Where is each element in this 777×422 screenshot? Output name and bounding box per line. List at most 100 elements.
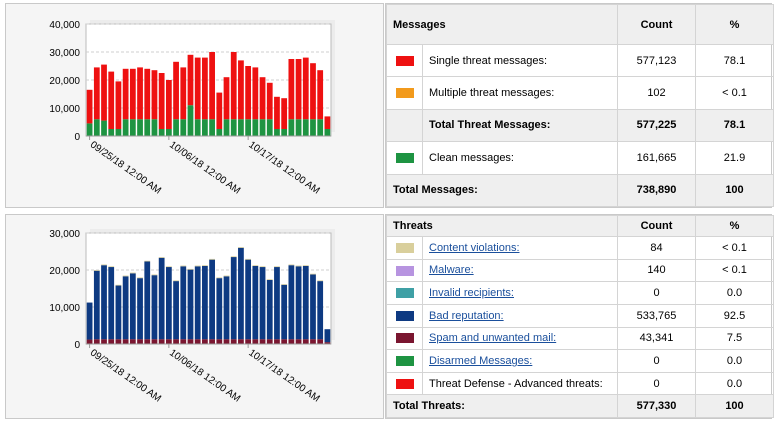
- row-percent: 0.0: [695, 349, 774, 373]
- total-threats-row: Total Threats: 577,330 100: [386, 394, 774, 418]
- bar-segment: [129, 273, 136, 340]
- x-tick-label: 10/06/18 12:00 AM: [167, 139, 242, 196]
- bar-segment: [158, 339, 165, 344]
- bar-segment: [180, 119, 187, 136]
- row-count: 0: [617, 371, 696, 396]
- bar-segment: [245, 339, 252, 344]
- bar-segment: [173, 61, 179, 120]
- table-row: Bad reputation: 533,765 92.5: [386, 303, 774, 328]
- bar-segment: [122, 339, 129, 344]
- bar-segment: [274, 266, 280, 268]
- bar-segment: [317, 280, 324, 282]
- y-tick-label: 20,000: [49, 76, 80, 87]
- invalid-recipients-link[interactable]: Invalid recipients:: [429, 287, 514, 300]
- bar-segment: [144, 68, 151, 120]
- bar-segment: [194, 57, 201, 120]
- bar-segment: [144, 260, 151, 262]
- bar-segment: [230, 119, 237, 136]
- bar-segment: [151, 70, 158, 120]
- bar-segment: [93, 67, 100, 120]
- bar-segment: [101, 264, 107, 266]
- row-label: Total Threats:: [386, 394, 618, 418]
- bar-segment: [288, 264, 295, 266]
- bar-segment: [122, 276, 129, 340]
- table-row: Multiple threat messages: 102 < 0.1: [386, 76, 774, 110]
- bar-segment: [310, 273, 316, 275]
- spam-link[interactable]: Spam and unwanted mail:: [429, 332, 557, 345]
- bad-reputation-link[interactable]: Bad reputation:: [429, 309, 504, 322]
- bar-segment: [108, 339, 115, 344]
- table-row: Spam and unwanted mail: 43,341 7.5: [386, 326, 774, 351]
- bar-segment: [317, 70, 324, 120]
- bar-segment: [151, 339, 158, 344]
- bar-segment: [86, 89, 93, 124]
- legend-swatch: [395, 55, 414, 66]
- bar-segment: [310, 63, 316, 120]
- bar-segment: [194, 266, 201, 340]
- row-count: 533,765: [617, 303, 696, 328]
- row-count: 140: [617, 258, 696, 283]
- x-tick-label: 09/25/18 12:00 AM: [88, 139, 163, 196]
- bar-segment: [310, 274, 316, 340]
- bar-segment: [173, 339, 179, 344]
- bar-segment: [230, 339, 237, 344]
- bar-segment: [295, 265, 302, 267]
- bar-segment: [115, 285, 122, 340]
- bar-segment: [281, 284, 288, 285]
- bar-segment: [151, 275, 158, 340]
- bar-segment: [252, 67, 259, 120]
- bar-segment: [288, 59, 295, 120]
- legend-swatch: [395, 310, 414, 321]
- bar-segment: [101, 64, 107, 121]
- bar-segment: [187, 269, 194, 340]
- percent-header: %: [695, 215, 774, 237]
- bar-segment: [180, 339, 187, 344]
- row-percent: 92.5: [695, 303, 774, 328]
- bar-segment: [173, 281, 179, 340]
- bar-segment: [252, 265, 259, 266]
- y-tick-label: 10,000: [49, 104, 80, 115]
- messages-table-panel: Messages Count % Single threat messages:…: [385, 3, 774, 208]
- bar-segment: [274, 96, 280, 129]
- bar-segment: [245, 66, 252, 120]
- malware-link[interactable]: Malware:: [429, 264, 474, 277]
- bar-segment: [266, 82, 273, 120]
- bar-segment: [259, 339, 266, 344]
- bar-segment: [115, 81, 122, 129]
- content-violations-link[interactable]: Content violations:: [429, 241, 520, 254]
- row-label: Total Threat Messages:: [422, 108, 618, 143]
- bar-segment: [129, 272, 136, 274]
- bar-segment: [259, 77, 266, 120]
- bar-segment: [259, 266, 266, 268]
- messages-table: Messages Count % Single threat messages:…: [386, 4, 774, 208]
- bar-segment: [137, 278, 143, 340]
- bar-segment: [101, 120, 107, 136]
- bar-segment: [187, 268, 194, 270]
- bar-segment: [230, 52, 237, 120]
- row-percent: < 0.1: [695, 236, 774, 260]
- bar-segment: [281, 129, 288, 136]
- bar-segment: [194, 339, 201, 344]
- bar-segment: [158, 129, 165, 136]
- y-tick-label: 30,000: [49, 48, 80, 59]
- disarmed-messages-link[interactable]: Disarmed Messages:: [429, 354, 533, 367]
- bar-segment: [137, 339, 143, 344]
- row-count: 738,890: [617, 173, 696, 208]
- bar-segment: [302, 57, 309, 120]
- row-percent: 100: [695, 394, 774, 418]
- row-count: 84: [617, 236, 696, 260]
- bar-segment: [295, 266, 302, 340]
- legend-swatch: [395, 152, 414, 163]
- row-count: 161,665: [617, 141, 696, 175]
- bar-segment: [137, 67, 143, 120]
- row-percent: 7.5: [695, 326, 774, 351]
- bar-segment: [324, 329, 331, 343]
- bar-segment: [252, 119, 259, 136]
- bar-segment: [281, 284, 288, 340]
- legend-swatch: [395, 265, 414, 276]
- legend-swatch: [395, 356, 414, 367]
- bar-segment: [158, 257, 165, 340]
- bar-segment: [173, 119, 179, 136]
- row-count: 0: [617, 281, 696, 305]
- bar-segment: [266, 119, 273, 136]
